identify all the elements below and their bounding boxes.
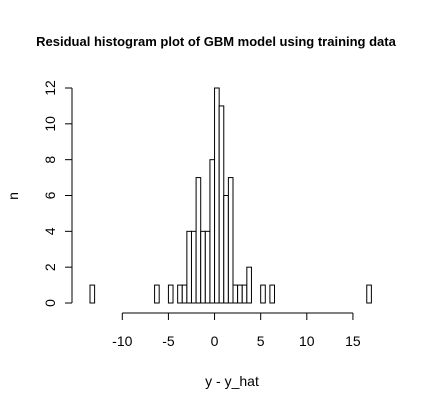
y-tick-label: 10 — [42, 116, 58, 132]
histogram-bar — [232, 284, 239, 304]
y-tick-label: 12 — [42, 80, 58, 96]
histogram-bar — [190, 230, 197, 304]
y-tick-label: 8 — [42, 156, 58, 164]
histogram-bar — [177, 284, 183, 304]
histogram-bar — [227, 177, 234, 304]
histogram-bar — [214, 87, 220, 304]
histogram-bar — [223, 195, 229, 304]
histogram-bar — [366, 284, 372, 304]
x-tick-label: 5 — [257, 333, 265, 349]
histogram-bar — [181, 284, 188, 304]
bars-group — [89, 87, 372, 304]
histogram-bar — [237, 284, 243, 304]
histogram-bar — [260, 284, 266, 304]
histogram-bar — [154, 284, 160, 304]
y-tick-label: 2 — [42, 263, 58, 271]
x-tick-label: 10 — [299, 333, 315, 349]
x-tick-label: 0 — [211, 333, 219, 349]
histogram-bar — [218, 105, 225, 304]
y-axis-label: n — [5, 192, 21, 200]
x-tick-label: -5 — [162, 333, 175, 349]
histogram-bar — [204, 230, 211, 304]
y-tick-label: 0 — [42, 299, 58, 307]
histogram-bar — [269, 284, 276, 304]
histogram-bar — [241, 284, 248, 304]
y-tick-label: 6 — [42, 191, 58, 199]
x-axis: -10 -5 0 5 10 15 — [112, 312, 361, 349]
y-axis: 0 2 4 6 8 10 12 — [42, 80, 73, 307]
histogram-bar — [186, 230, 192, 304]
x-axis-label: y - y_hat — [205, 373, 259, 389]
histogram-bar — [167, 284, 174, 304]
histogram-bar — [200, 230, 206, 304]
x-tick-label: 15 — [345, 333, 361, 349]
x-tick-label: -10 — [112, 333, 132, 349]
y-tick-label: 4 — [42, 227, 58, 235]
histogram-bar — [195, 177, 202, 304]
chart-title: Residual histogram plot of GBM model usi… — [36, 34, 396, 49]
histogram-bar — [89, 284, 96, 304]
histogram-bar — [246, 266, 252, 304]
histogram-bar — [209, 159, 216, 304]
